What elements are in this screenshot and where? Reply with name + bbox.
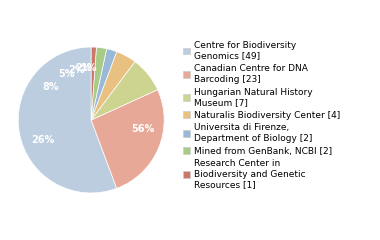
- Text: 2%: 2%: [68, 65, 85, 75]
- Text: 1%: 1%: [81, 62, 98, 72]
- Text: 26%: 26%: [31, 135, 54, 145]
- Wedge shape: [91, 49, 117, 120]
- Wedge shape: [18, 47, 117, 193]
- Text: 5%: 5%: [58, 69, 74, 79]
- Wedge shape: [91, 52, 135, 120]
- Wedge shape: [91, 47, 107, 120]
- Text: 8%: 8%: [42, 82, 59, 92]
- Legend: Centre for Biodiversity
Genomics [49], Canadian Centre for DNA
Barcoding [23], H: Centre for Biodiversity Genomics [49], C…: [184, 41, 340, 189]
- Wedge shape: [91, 90, 164, 188]
- Wedge shape: [91, 47, 97, 120]
- Text: 2%: 2%: [76, 63, 92, 73]
- Wedge shape: [91, 62, 158, 120]
- Text: 56%: 56%: [131, 124, 155, 134]
